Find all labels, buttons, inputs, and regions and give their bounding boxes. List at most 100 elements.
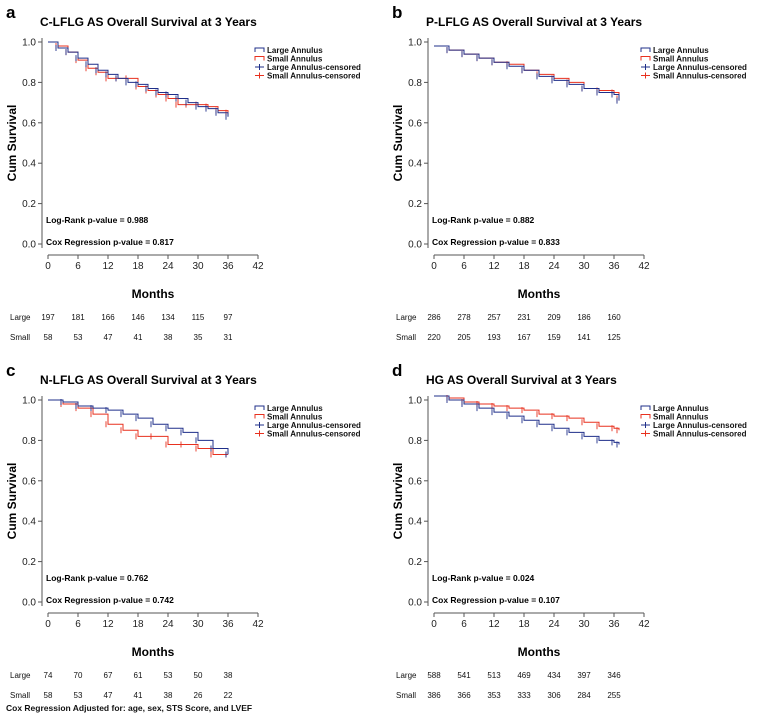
- panel-letter: b: [392, 3, 402, 22]
- legend-label: Large Annulus-censored: [653, 63, 747, 72]
- legend-label: Large Annulus-censored: [267, 63, 361, 72]
- risk-row-label: Small: [396, 691, 416, 700]
- x-tick-label: 24: [162, 261, 174, 272]
- risk-cell: 41: [134, 333, 143, 342]
- legend-item: Small Annulus: [640, 55, 709, 64]
- y-tick-label: 0.6: [22, 476, 36, 487]
- risk-cell: 134: [161, 313, 175, 322]
- logrank-text: Log-Rank p-value = 0.024: [432, 573, 535, 583]
- risk-cell: 67: [104, 671, 113, 680]
- risk-cell: 35: [194, 333, 203, 342]
- risk-cell: 193: [487, 333, 501, 342]
- risk-row-label: Small: [10, 691, 30, 700]
- cox-text: Cox Regression p-value = 0.817: [46, 237, 174, 247]
- series-line-large: [434, 395, 620, 445]
- risk-cell: 286: [427, 313, 441, 322]
- chart-svg-a: a C-LFLG AS Overall Survival at 3 Years 0.…: [5, 3, 361, 342]
- series-line-large: [48, 399, 229, 455]
- y-tick-label: 0.8: [22, 436, 36, 447]
- logrank-text: Log-Rank p-value = 0.988: [46, 215, 149, 225]
- x-tick-label: 18: [132, 261, 144, 272]
- logrank-text: Log-Rank p-value = 0.882: [432, 215, 535, 225]
- y-tick-label: 0.8: [408, 436, 422, 447]
- y-tick-label: 1.0: [408, 396, 422, 407]
- y-tick-label: 0.0: [22, 598, 36, 609]
- legend-item: Large Annulus: [640, 404, 709, 413]
- y-tick-label: 0.4: [22, 159, 36, 170]
- risk-cell: 366: [457, 691, 471, 700]
- risk-cell: 141: [577, 333, 591, 342]
- legend-item: Large Annulus-censored: [641, 63, 747, 72]
- y-axis-label: Cum Survival: [5, 105, 19, 182]
- x-axis-label: Months: [518, 287, 561, 301]
- x-tick-label: 6: [461, 619, 467, 630]
- legend-item: Small Annulus-censored: [255, 72, 361, 81]
- legend-label: Large Annulus-censored: [267, 421, 361, 430]
- risk-cell: 74: [44, 671, 53, 680]
- legend-item: Large Annulus-censored: [255, 63, 361, 72]
- x-tick-label: 6: [75, 261, 81, 272]
- legend-label: Large Annulus-censored: [653, 421, 747, 430]
- risk-cell: 386: [427, 691, 441, 700]
- risk-cell: 47: [104, 333, 113, 342]
- chart-svg-d: d HG AS Overall Survival at 3 Years 0.0 0.2…: [391, 361, 747, 700]
- y-tick-label: 0.2: [408, 199, 422, 210]
- risk-cell: 186: [577, 313, 591, 322]
- series-line-large: [434, 45, 620, 101]
- legend-label: Small Annulus-censored: [267, 430, 361, 439]
- risk-cell: 541: [457, 671, 471, 680]
- series-line-small: [48, 399, 228, 456]
- chart-title: N-LFLG AS Overall Survival at 3 Years: [40, 373, 257, 387]
- panel-letter: a: [6, 3, 16, 22]
- panel-letter: d: [392, 361, 402, 380]
- legend-label: Small Annulus: [653, 55, 709, 64]
- legend-label: Large Annulus: [267, 46, 323, 55]
- risk-cell: 434: [547, 671, 561, 680]
- y-tick-label: 0.0: [408, 240, 422, 251]
- x-tick-label: 30: [192, 619, 204, 630]
- risk-cell: 53: [74, 333, 83, 342]
- legend-label: Small Annulus-censored: [267, 72, 361, 81]
- x-tick-label: 12: [488, 261, 500, 272]
- risk-cell: 38: [164, 691, 173, 700]
- risk-cell: 166: [101, 313, 115, 322]
- y-tick-label: 0.0: [408, 598, 422, 609]
- risk-cell: 278: [457, 313, 471, 322]
- risk-row-label: Large: [10, 313, 31, 322]
- risk-cell: 205: [457, 333, 471, 342]
- legend-label: Large Annulus: [653, 404, 709, 413]
- risk-cell: 159: [547, 333, 561, 342]
- x-tick-label: 0: [431, 261, 437, 272]
- chart-svg-b: b P-LFLG AS Overall Survival at 3 Years 0.…: [391, 3, 747, 342]
- series-line-large: [48, 41, 229, 117]
- risk-cell: 220: [427, 333, 441, 342]
- risk-cell: 209: [547, 313, 561, 322]
- risk-cell: 160: [607, 313, 621, 322]
- series-line-small: [434, 395, 620, 431]
- risk-cell: 197: [41, 313, 55, 322]
- panel-a: a C-LFLG AS Overall Survival at 3 Years 0.…: [0, 0, 385, 357]
- y-tick-label: 0.4: [408, 517, 422, 528]
- risk-cell: 146: [131, 313, 145, 322]
- legend-item: Large Annulus: [640, 46, 709, 55]
- risk-cell: 167: [517, 333, 531, 342]
- risk-cell: 257: [487, 313, 501, 322]
- x-tick-label: 12: [488, 619, 500, 630]
- legend-label: Small Annulus: [267, 55, 323, 64]
- x-tick-label: 24: [162, 619, 174, 630]
- cox-text: Cox Regression p-value = 0.833: [432, 237, 560, 247]
- legend-item: Large Annulus-censored: [641, 421, 747, 430]
- x-tick-label: 42: [252, 261, 264, 272]
- risk-cell: 115: [192, 313, 205, 322]
- x-tick-label: 42: [638, 619, 650, 630]
- risk-cell: 469: [517, 671, 531, 680]
- y-tick-label: 0.4: [22, 517, 36, 528]
- legend-item: Small Annulus: [254, 55, 323, 64]
- y-tick-label: 0.2: [22, 557, 36, 568]
- x-tick-label: 18: [132, 619, 144, 630]
- x-tick-label: 36: [222, 619, 234, 630]
- y-axis-label: Cum Survival: [391, 463, 405, 540]
- risk-cell: 50: [194, 671, 203, 680]
- y-axis-label: Cum Survival: [5, 463, 19, 540]
- cox-text: Cox Regression p-value = 0.742: [46, 595, 174, 605]
